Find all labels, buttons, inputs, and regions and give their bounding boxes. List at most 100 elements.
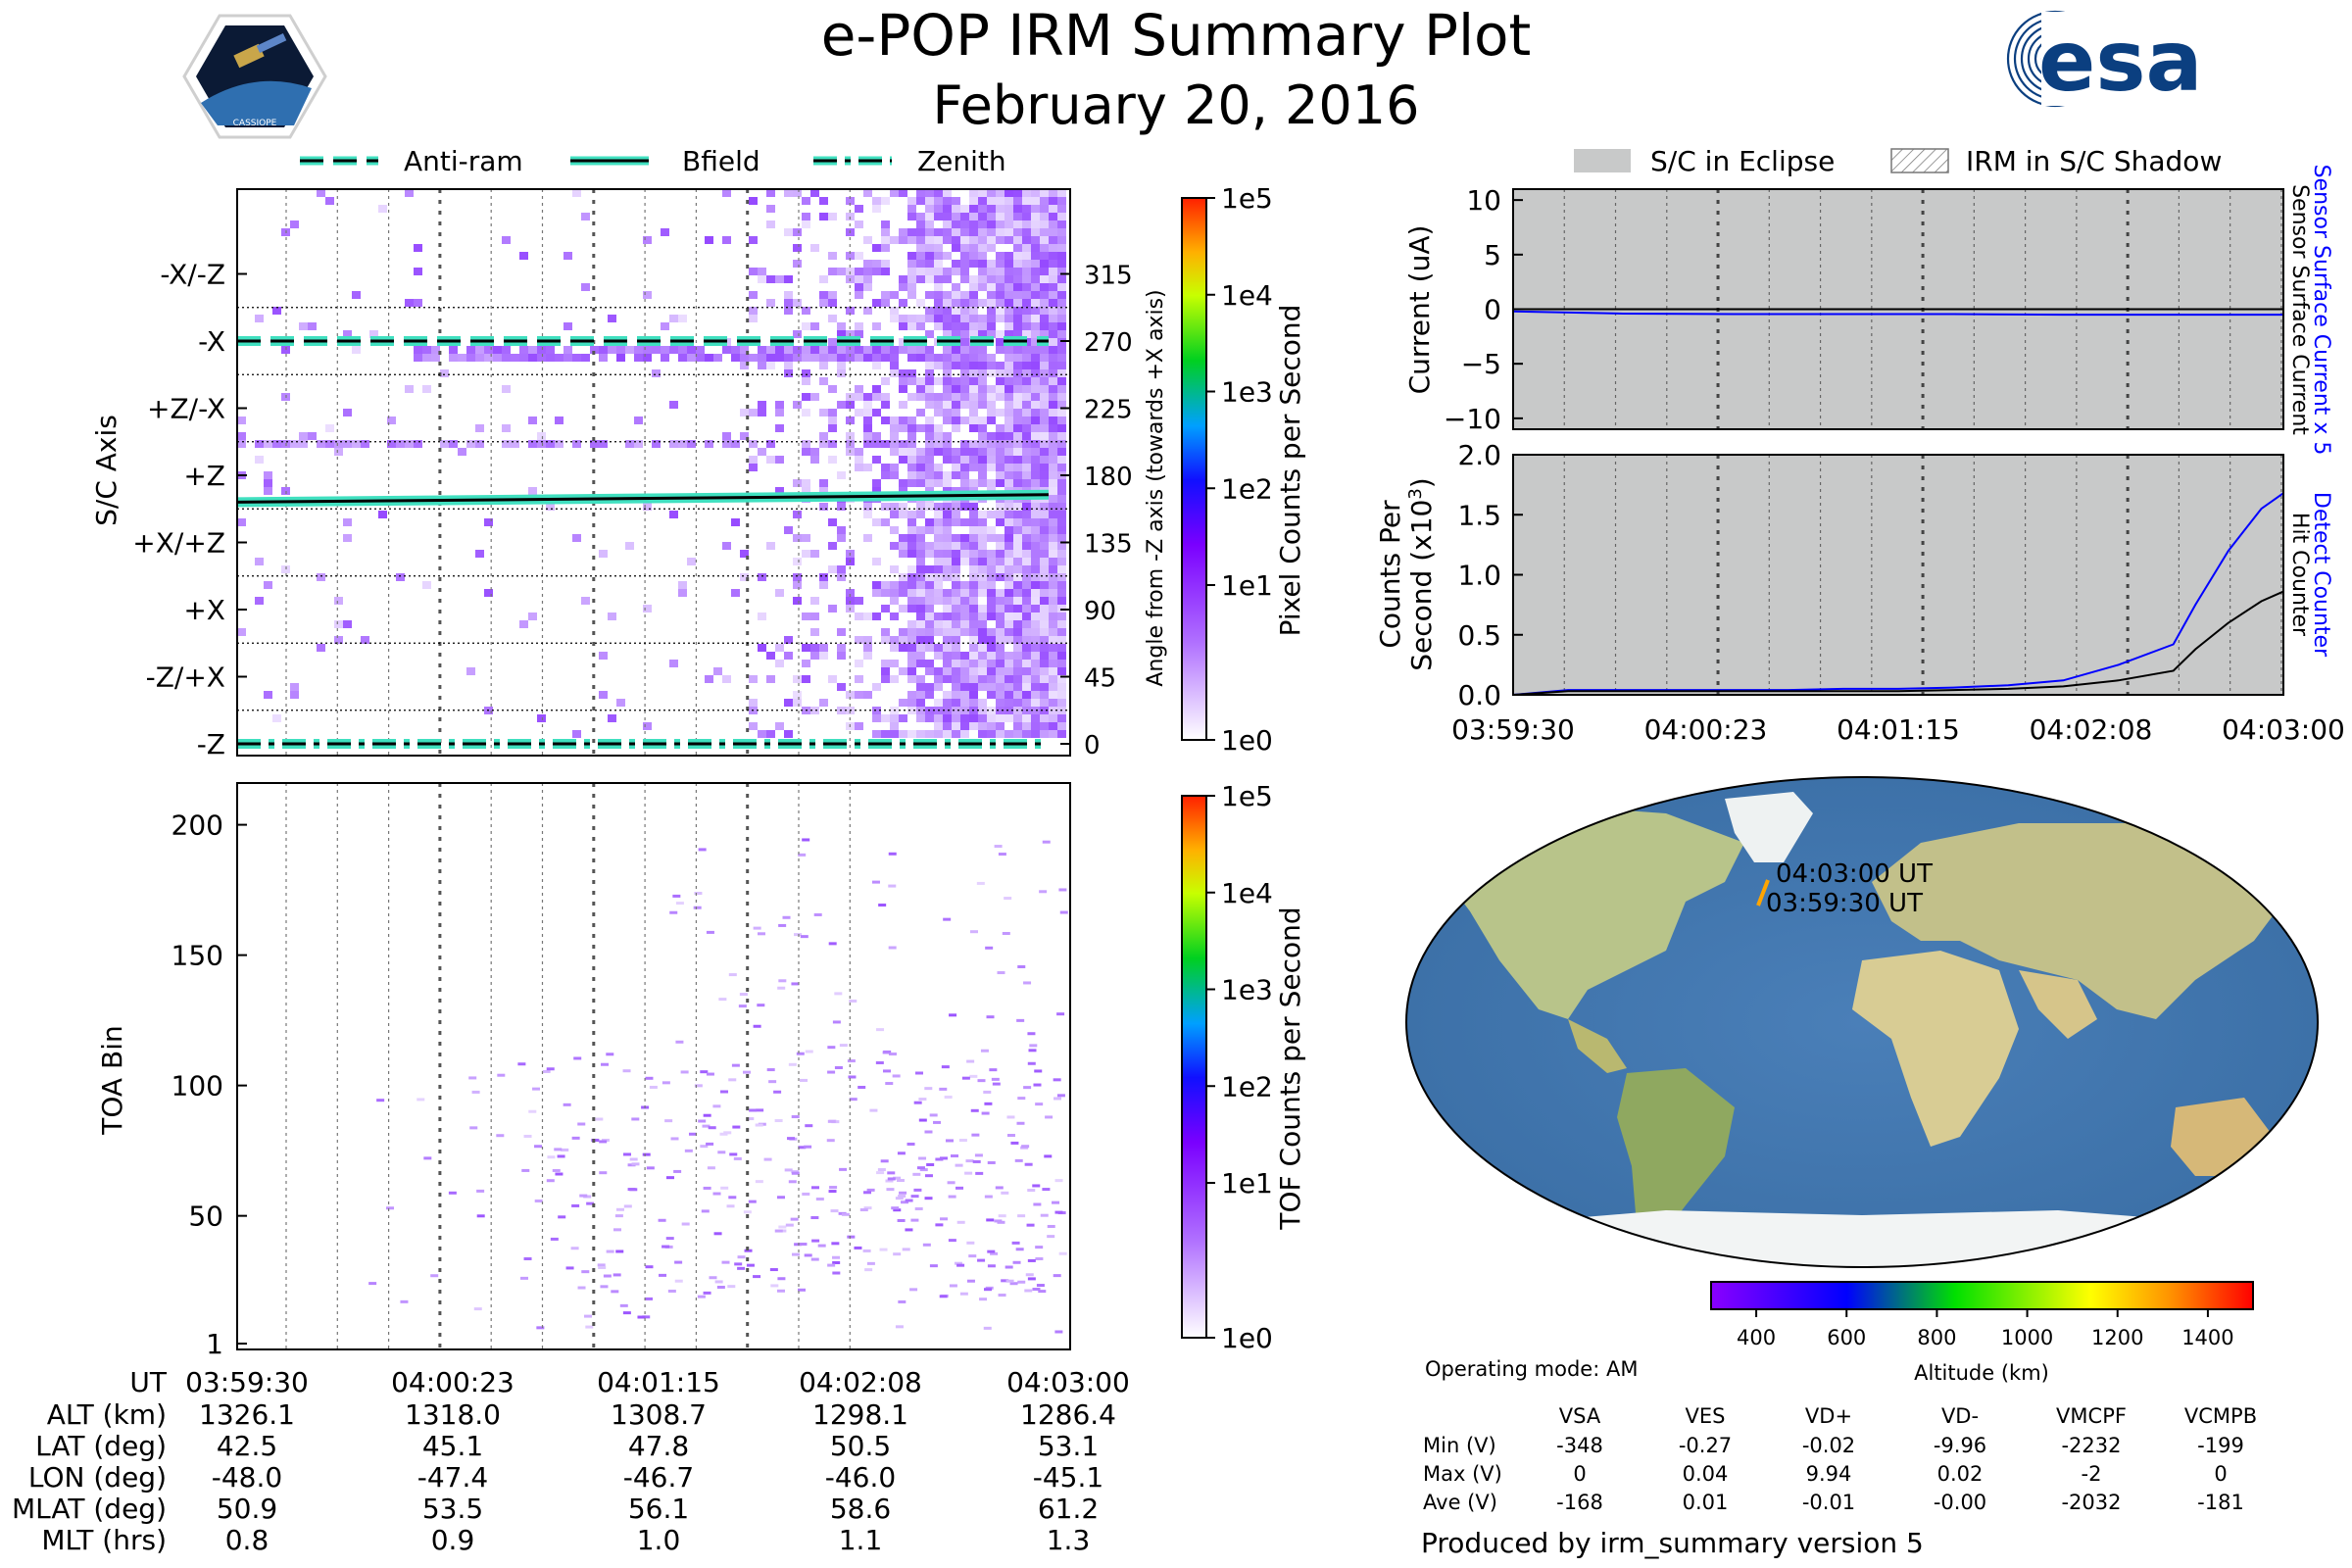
world-map: 04:03:00 UT 03:59:30 UT [1405,776,2319,1268]
pixel-cell [731,440,740,448]
pixel-cell [1057,322,1066,330]
pixel-cell [996,597,1004,605]
pixel-cell [1040,628,1049,636]
toa-cell [949,1013,957,1017]
pixel-cell [952,220,960,228]
pixel-cell [925,628,934,636]
pixel-cell [1004,652,1013,660]
pixel-cell [1022,244,1031,252]
toa-cell [523,1256,532,1260]
pixel-cell [863,612,872,620]
pixel-cell [1022,369,1031,377]
pixel-cell [802,307,810,315]
pixel-cell [969,691,978,699]
pixel-cell [678,346,687,354]
pixel-cell [978,228,987,236]
toa-cell [662,1081,670,1085]
legend-right: S/C in Eclipse IRM in S/C Shadow [1574,145,2222,177]
toa-cell [734,1262,743,1266]
toa-cell [571,1203,580,1207]
pixel-cell [731,589,740,597]
pixel-cell [1057,620,1066,628]
pixel-cell [943,299,952,307]
pixel-cell [1022,636,1031,644]
pixel-cell [1057,644,1066,652]
pixel-cell [1040,636,1049,644]
pixel-cell [987,628,996,636]
toa-cell [1023,1086,1032,1090]
pixel-cell [890,730,899,738]
voltage-value: -0.00 [1934,1491,1986,1514]
pixel-cell [1004,220,1013,228]
pixel-cell [1049,409,1057,416]
map-label-start: 03:59:30 UT [1766,889,1923,918]
pixel-cell [996,667,1004,675]
pixel-cell [1049,377,1057,385]
pixel-cell [978,581,987,589]
pixel-cell [996,393,1004,401]
pixel-cell [943,714,952,722]
pixel-cell [440,369,449,377]
pixel-cell [572,189,581,197]
pixel-cell [899,456,907,464]
pixel-cell [978,440,987,448]
pixel-cell [916,464,925,471]
toa-cell [546,1179,555,1183]
pixel-cell [925,189,934,197]
pixel-cell [960,597,969,605]
ephemeris-value: 42.5 [217,1430,277,1462]
pixel-cell [872,299,881,307]
toa-cell [914,1206,923,1210]
pixel-cell [1040,683,1049,691]
pixel-cell [1040,432,1049,440]
pixel-cell [740,362,749,369]
pixel-cell [925,589,934,597]
pixel-cell [1022,518,1031,526]
pixel-cell [802,369,810,377]
toa-cell [909,1288,918,1292]
pixel-cell [855,252,863,260]
pixel-cell [1040,542,1049,550]
ephemeris-value: 53.5 [422,1493,483,1525]
pixel-cell [1040,675,1049,683]
toa-cell [998,1214,1006,1218]
pixel-cell [890,597,899,605]
pixel-cell [255,456,264,464]
toa-cell [577,1286,586,1290]
toa-cell [1025,1273,1034,1277]
pixel-cell [1049,699,1057,707]
voltage-column-header: VD+ [1805,1404,1852,1428]
pixel-cell [916,628,925,636]
pixel-cell [1004,275,1013,283]
pixel-cell [705,440,713,448]
pixel-cell [907,464,916,471]
pixel-cell [837,471,846,479]
pixel-cell [1022,691,1031,699]
pixel-cell [916,612,925,620]
pixel-cell [546,354,555,362]
pixel-cell [766,440,775,448]
pixel-cell [881,628,890,636]
pixel-cell [855,393,863,401]
pixel-cell [1004,416,1013,424]
pixel-cell [1049,385,1057,393]
toa-cell [646,1166,655,1170]
pixel-cell [802,612,810,620]
pixel-cell [449,346,458,354]
pixel-cell [1049,628,1057,636]
pixel-cell [969,605,978,612]
legend-irm-shadow: IRM in S/C Shadow [1966,145,2222,177]
toa-cell [971,1133,980,1137]
pixel-angle-tick: 225 [1084,396,1133,425]
pixel-cell [978,518,987,526]
pixel-cell [749,197,758,205]
toa-cell [990,1251,999,1255]
voltage-value: 0.04 [1683,1462,1729,1486]
pixel-cell [1057,330,1066,338]
pixel-cell [828,456,837,464]
pixel-cell [872,456,881,464]
toa-cell [774,1229,783,1233]
pixel-cell [1022,597,1031,605]
pixel-cell [819,275,828,283]
pixel-cell [1013,228,1022,236]
